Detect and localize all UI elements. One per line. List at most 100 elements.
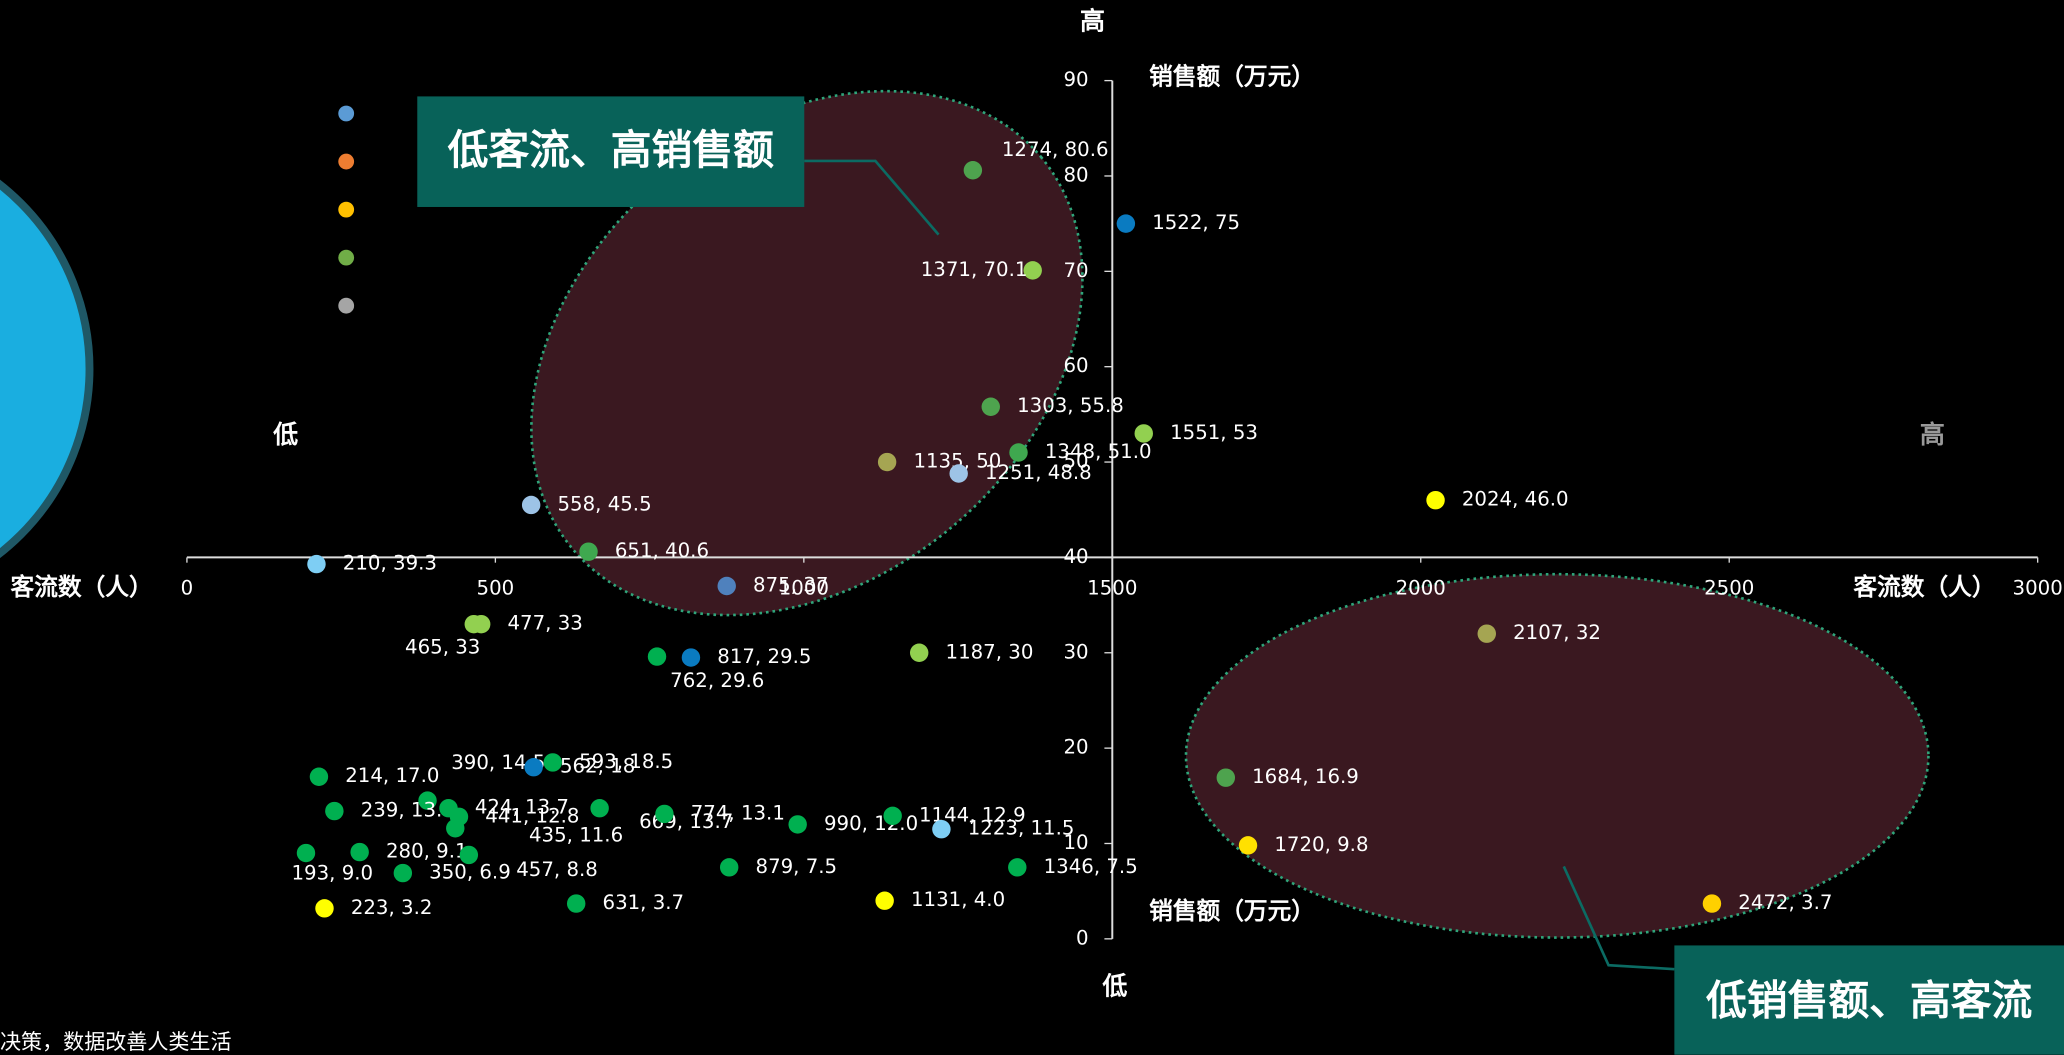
point	[1477, 624, 1496, 643]
y-axis-title: 销售额（万元）	[1149, 62, 1315, 90]
quadrant-label: 低	[272, 420, 298, 449]
y-tick-label: 70	[1063, 259, 1088, 282]
point-label: 1371, 70.1	[921, 258, 1028, 281]
point-label: 1131, 4.0	[911, 888, 1005, 911]
point	[325, 801, 344, 821]
point-label: 593, 18.5	[579, 750, 673, 773]
point	[909, 643, 929, 662]
point-label: 1223, 11.5	[968, 817, 1075, 840]
point	[877, 452, 897, 472]
point-label: 817, 29.5	[717, 645, 811, 668]
legend-marker	[338, 153, 355, 170]
x-axis-title: 客流数（人）	[11, 573, 153, 601]
y-tick-label: 30	[1063, 640, 1088, 663]
point-label: 350, 6.9	[429, 861, 511, 884]
point-label: 1346, 7.5	[1044, 855, 1138, 878]
point-label: 774, 13.1	[691, 801, 785, 824]
legend-marker	[338, 105, 355, 122]
point	[393, 863, 413, 883]
callout-connector	[1562, 865, 1675, 971]
point	[1238, 836, 1258, 855]
y-tick-label: 60	[1063, 354, 1088, 377]
point-label: 631, 3.7	[603, 891, 685, 914]
x-tick-label: 2000	[1396, 577, 1446, 600]
y-tick-label: 90	[1063, 68, 1088, 91]
point	[446, 819, 465, 838]
footer: 决策，数据改善人类生活	[0, 1029, 232, 1054]
point-label: 390, 14.5	[451, 751, 545, 774]
callout-text: 低客流、高销售额	[448, 126, 775, 174]
x-tick-label: 3000	[2013, 577, 2063, 600]
point-label: 1274, 80.6	[1002, 138, 1109, 161]
point-label: 879, 7.5	[756, 855, 838, 878]
x-tick-label: 2500	[1704, 577, 1754, 600]
y-axis-title: 销售额（万元）	[1149, 897, 1315, 925]
point-label: 1144, 12.9	[919, 803, 1026, 826]
point	[1702, 894, 1722, 913]
y-tick-label: 0	[1076, 926, 1089, 949]
point	[590, 798, 609, 818]
quadrant-label: 高	[1920, 420, 1945, 449]
point-label: 2107, 32	[1513, 621, 1601, 644]
point	[949, 464, 968, 483]
point-label: 1187, 30	[946, 640, 1034, 663]
point-label: 210, 39.3	[343, 552, 437, 575]
y-tick-label: 40	[1063, 545, 1088, 568]
point-label: 990, 12.0	[824, 812, 918, 835]
point-label: 424, 13.7	[475, 796, 569, 819]
point	[566, 894, 586, 913]
point	[1134, 424, 1153, 443]
y-tick-label: 10	[1063, 831, 1088, 854]
point	[464, 614, 483, 634]
point-label: 558, 45.5	[557, 492, 651, 515]
point	[717, 576, 736, 596]
point-label: 457, 8.8	[516, 858, 598, 881]
point-label: 223, 3.2	[351, 896, 433, 919]
y-tick-label: 20	[1063, 736, 1088, 759]
point	[418, 791, 437, 810]
points: 1274, 80.6 1371, 70.1 1522, 75 1303, 55.8 15…	[292, 138, 1833, 919]
callout-text: 低销售额、高客流	[1706, 976, 2032, 1024]
point-label: 1522, 75	[1152, 211, 1240, 234]
x-axis-title: 客流数（人）	[1853, 573, 1995, 601]
point-label: 465, 33	[405, 635, 480, 658]
legend-marker	[338, 201, 355, 218]
point-label: 651, 40.6	[615, 539, 709, 562]
y-tick-label: 80	[1063, 163, 1088, 186]
quadrant-label: 高	[1080, 7, 1105, 36]
point-label: 193, 9.0	[292, 862, 374, 885]
point	[647, 647, 667, 666]
x-tick-label: 500	[477, 577, 515, 600]
point	[875, 891, 894, 910]
point	[1009, 443, 1028, 462]
point	[963, 161, 983, 180]
x-tick-label: 1000	[779, 577, 829, 600]
axes: 0 500 1000 1500 2000 2500 3000 0 10 20 30 40 50 60 70 8…	[181, 68, 2063, 949]
point-label: 562, 18	[560, 755, 635, 778]
point	[521, 495, 541, 515]
callout-box	[1674, 945, 2064, 1055]
point	[981, 397, 1000, 416]
point	[681, 648, 701, 667]
y-tick-label: 50	[1063, 450, 1088, 473]
quadrant-ellipse	[1184, 572, 1930, 939]
point-label: 1551, 53	[1170, 421, 1258, 444]
bubble-decoration	[0, 179, 94, 559]
point	[1116, 214, 1136, 233]
point-label: 1303, 55.8	[1017, 394, 1124, 417]
point-label: 762, 29.6	[670, 669, 764, 692]
point-label: 2024, 46.0	[1462, 488, 1569, 511]
x-tick-label: 1500	[1087, 577, 1137, 600]
point	[1216, 768, 1236, 787]
quadrant-label: 低	[1101, 972, 1127, 1001]
point	[655, 804, 674, 824]
point-label: 1720, 9.8	[1274, 833, 1368, 856]
point	[1023, 261, 1042, 280]
point	[1008, 858, 1027, 877]
point-label: 477, 33	[508, 612, 583, 635]
point-label: 280, 9.1	[386, 840, 468, 863]
x-tick-label: 0	[181, 577, 194, 600]
point-label: 441, 12.8	[485, 804, 579, 827]
